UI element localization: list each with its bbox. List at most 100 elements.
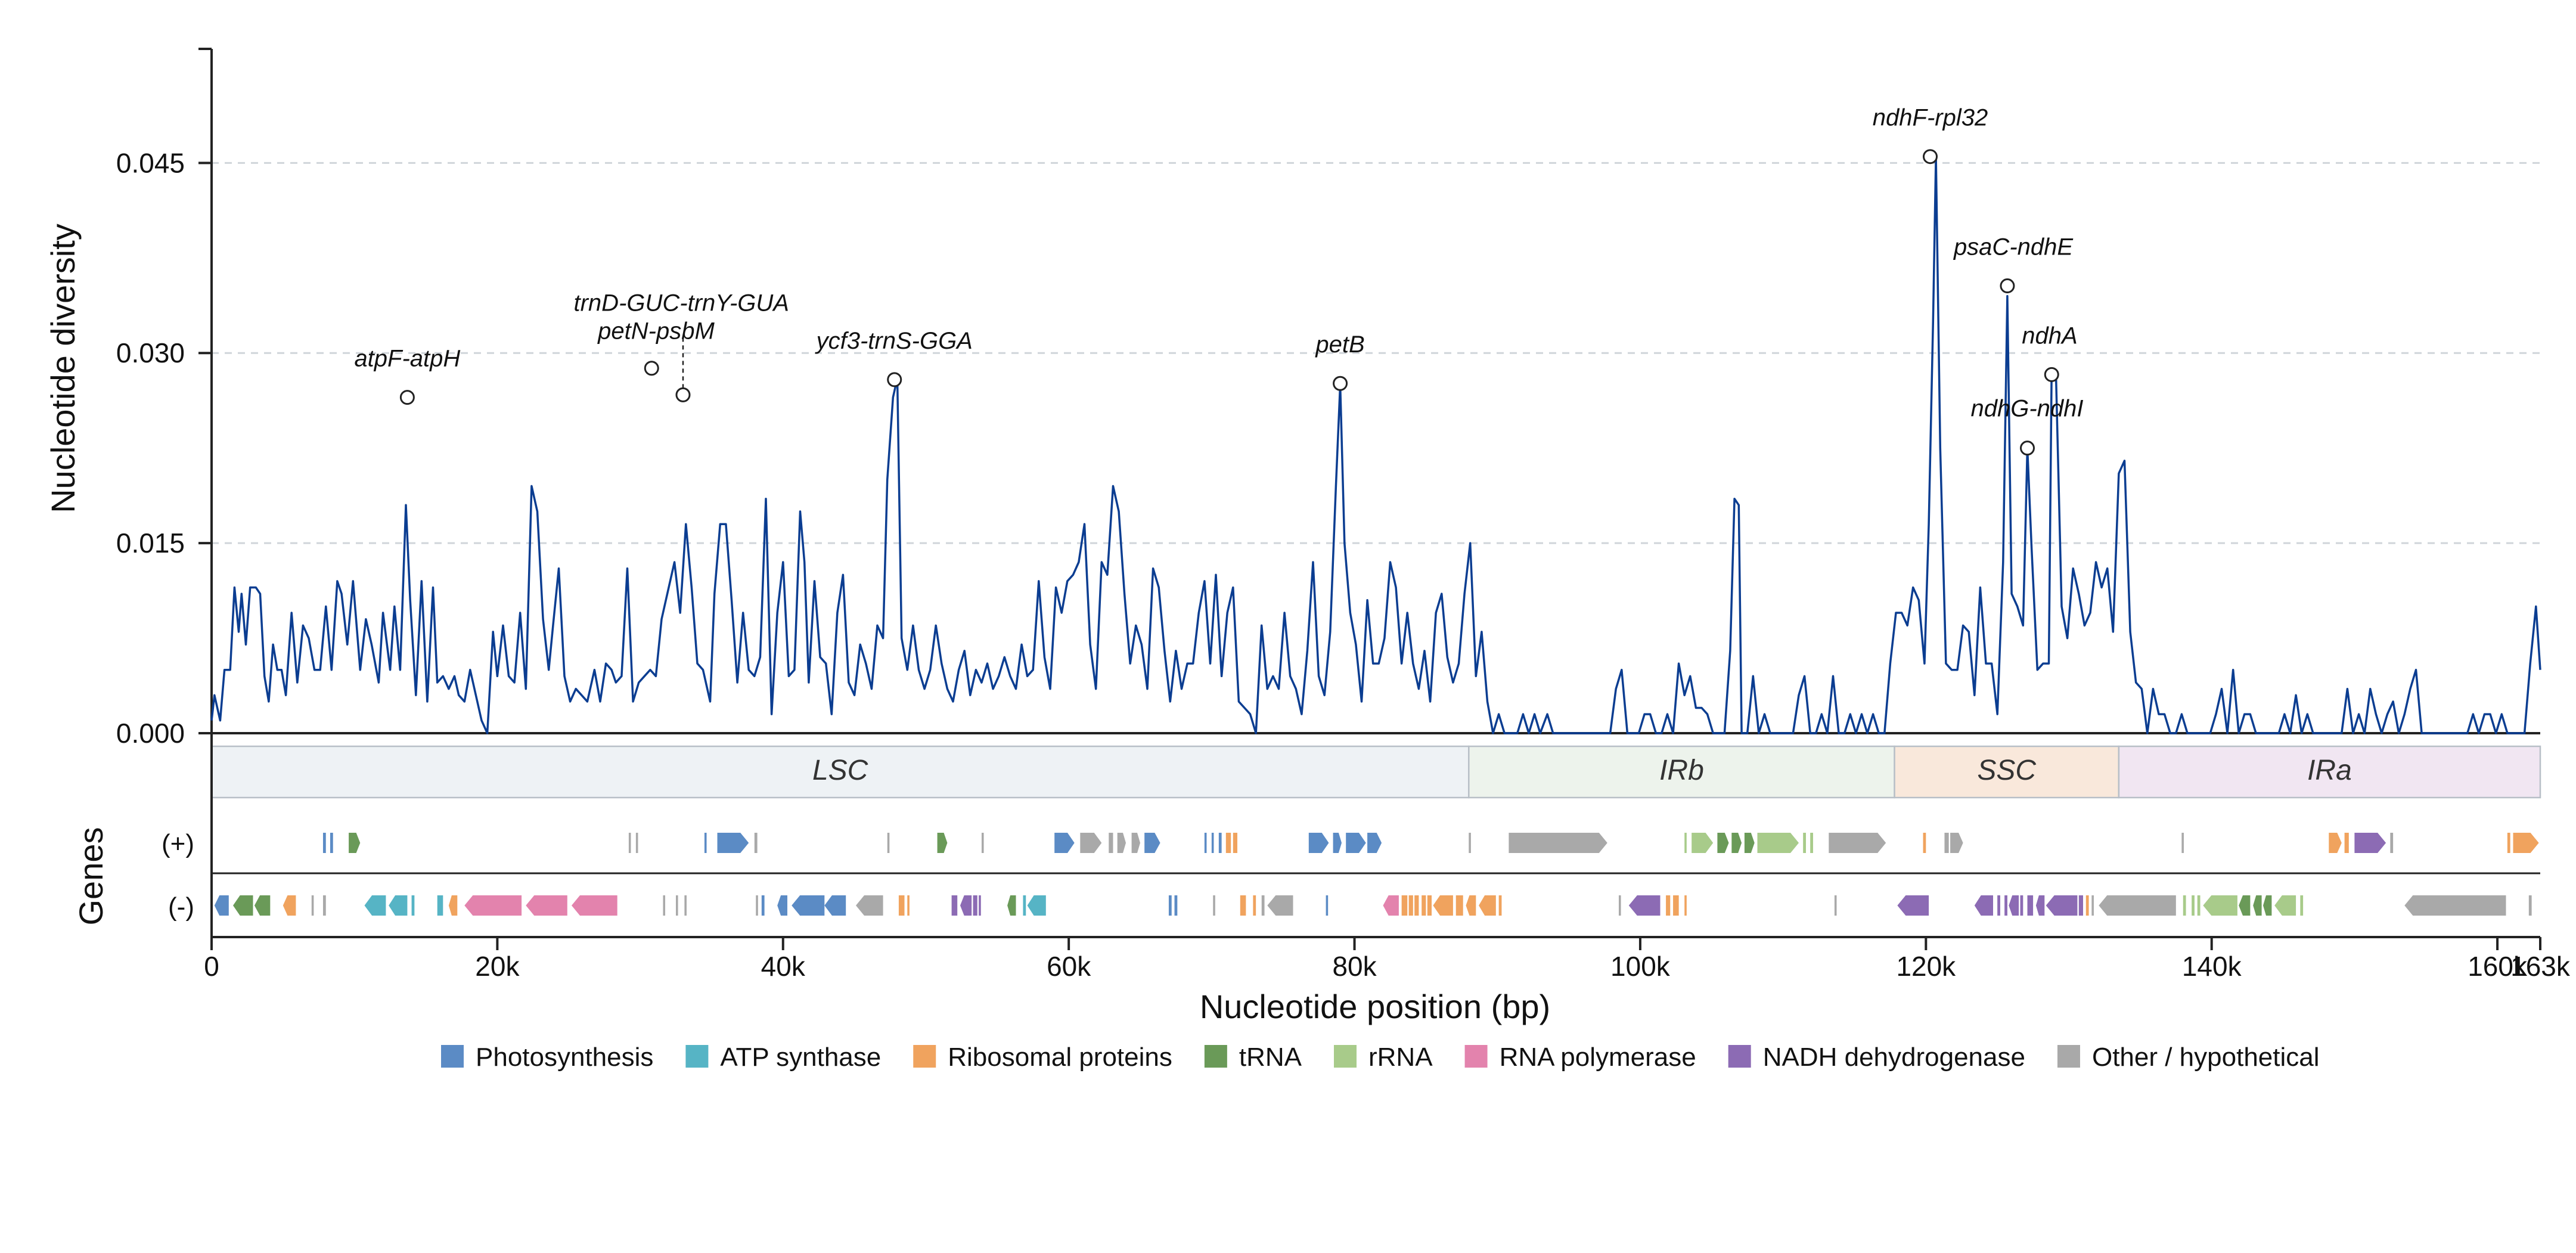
diversity-series-line [210,155,2541,734]
gene-block [898,895,905,916]
peak-label: atpF-atpH [354,346,460,372]
gene-block [1401,895,1408,916]
legend-swatch [441,1045,464,1068]
gene-block [1498,895,1502,916]
region-label: IRa [2307,755,2352,786]
gene-block [973,895,977,916]
gene-block [1455,895,1463,916]
gene-block [2329,833,2342,853]
gene-block [824,895,846,916]
peak-marker [887,372,902,387]
legend-swatch [913,1045,936,1068]
gene-block [2091,895,2094,916]
gene-block [856,895,883,916]
gene-block [951,895,958,916]
x-tick-label: 80k [1332,951,1377,982]
gene-block [1131,833,1140,853]
peak-label: ycf3-trnS-GGA [815,328,973,354]
gene-block [1897,895,1929,916]
gene-block [2085,895,2089,916]
x-tick-label: 100k [1610,951,1671,982]
peak-label: ndhF-rpl32 [1873,105,1988,131]
gene-block [1253,895,1256,916]
gene-block [572,895,617,916]
gene-block [1213,895,1215,916]
gene-block [1666,895,1671,916]
gene-block [2099,895,2176,916]
y-ticks: 0.000 0.015 0.030 0.045 [116,48,212,749]
legend-label: ATP synthase [720,1043,881,1072]
gene-block [1054,833,1075,853]
legend-swatch [685,1045,709,1068]
gene-block [1427,895,1432,916]
gene-block [2390,833,2394,853]
gene-block [2354,833,2386,853]
peak-label: petN-psbM [597,318,715,344]
gene-block [663,895,666,916]
gene-block [2004,895,2007,916]
legend-label: Other / hypothetical [2092,1043,2320,1072]
peak-marker [2044,367,2059,382]
y-tick-label: 0.030 [116,337,185,368]
gene-block [1168,895,1172,916]
gene-block [1023,895,1026,916]
gene-block [937,833,948,853]
gene-block [330,833,333,853]
gene-block [1731,833,1742,853]
gene-block [1218,833,1222,853]
gene-block [1422,895,1426,916]
peak-label: psaC-ndhE [1953,234,2074,260]
gene-block [2035,895,2045,916]
region-band [1468,745,1895,799]
gene-block [1803,833,1806,853]
peak-marker [1333,376,1348,391]
gene-block [1174,895,1178,916]
gene-block [322,833,326,853]
gene-block [254,895,271,916]
gene-block [1950,833,1963,853]
gene-block [2046,895,2078,916]
gene-block [1628,895,1661,916]
gene-block [1997,895,2000,916]
legend-swatch [1728,1045,1751,1068]
x-tick-label: 163k [2510,951,2571,982]
gene-block [676,895,678,916]
legend-label: rRNA [1368,1043,1433,1072]
gene-block [1346,833,1366,853]
gene-block [1717,833,1729,853]
gene-block [960,895,972,916]
gene-block [1509,833,1607,853]
gene-block [756,895,758,916]
genome-regions: LSC IRb SSC IRa [210,745,2541,799]
gene-block [2181,833,2184,853]
gene-block [1109,833,1113,853]
gene-block [1326,895,1329,916]
y-tick-label: 0.000 [116,718,185,749]
legend-label: Photosynthesis [476,1043,653,1072]
gene-block [1414,895,1419,916]
gene-block [2020,895,2023,916]
gene-block [907,895,910,916]
gene-block [322,895,326,916]
peak-marker [675,387,691,402]
gene-block [233,895,253,916]
gene-block [1233,833,1237,853]
y-tick-label: 0.015 [116,528,185,559]
region-band [1894,745,2120,799]
gene-block [2513,833,2539,853]
gene-block [1308,833,1329,853]
gene-block [1007,895,1016,916]
gene-block [2027,895,2034,916]
gene-block [1757,833,1799,853]
peak-marker [2000,278,2015,294]
gene-block [2300,895,2304,916]
legend-label: tRNA [1239,1043,1302,1072]
region-label: LSC [812,755,868,786]
gene-block [2239,895,2251,916]
legend-label: RNA polymerase [1500,1043,1696,1072]
gene-block [1618,895,1621,916]
gene-block [1211,833,1214,853]
